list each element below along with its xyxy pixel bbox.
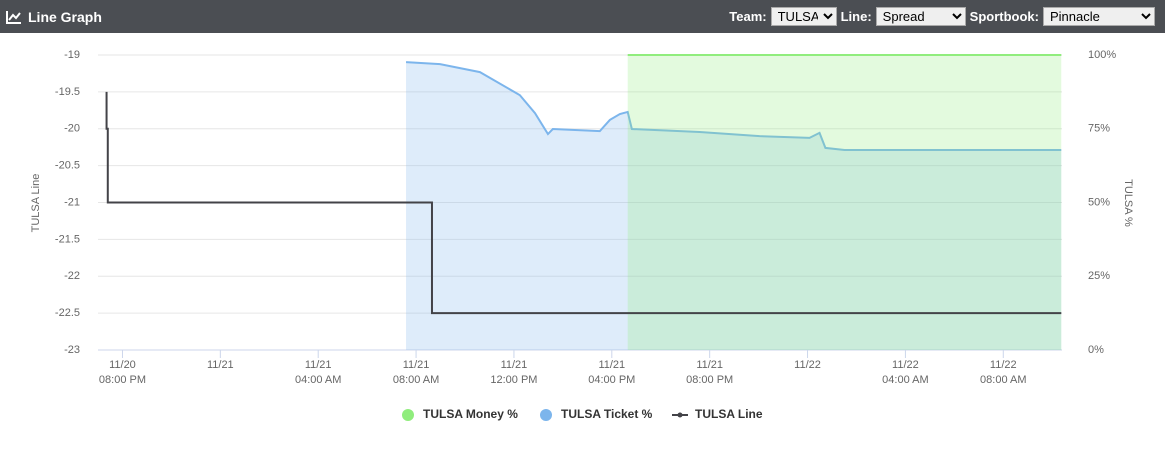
x-tick-label: 11/22 bbox=[892, 359, 919, 371]
x-tick-time: 08:00 PM bbox=[99, 374, 146, 386]
team-select[interactable]: TULSA bbox=[770, 7, 837, 26]
legend-label: TULSA Ticket % bbox=[561, 407, 653, 421]
y-tick-label: -19.5 bbox=[55, 86, 80, 98]
y2-tick-label: 50% bbox=[1088, 196, 1110, 208]
y2-axis-title: TULSA % bbox=[1122, 179, 1134, 227]
x-tick-label: 11/22 bbox=[794, 359, 821, 371]
y2-tick-label: 100% bbox=[1088, 49, 1116, 61]
y-tick-label: -19 bbox=[64, 49, 80, 61]
x-tick-time: 04:00 AM bbox=[882, 374, 928, 386]
legend-marker bbox=[540, 409, 552, 421]
y-tick-label: -21.5 bbox=[55, 233, 80, 245]
header: Line Graph Team: TULSA Line: Spread Spor… bbox=[0, 0, 1165, 33]
y-tick-label: -23 bbox=[64, 344, 80, 356]
legend-marker bbox=[677, 412, 683, 418]
controls: Team: TULSA Line: Spread Sportbook: Pinn… bbox=[729, 7, 1159, 26]
chart: TULSA Line TULSA % -23 -22.5 -22 -21.5 -21 -2… bbox=[30, 49, 1134, 421]
legend-label: TULSA Line bbox=[695, 407, 763, 421]
x-tick-time: 04:00 PM bbox=[588, 374, 635, 386]
x-tick-label: 11/22 bbox=[990, 359, 1017, 371]
header-title: Line Graph bbox=[28, 8, 102, 25]
area-line bbox=[405, 61, 1062, 151]
x-tick-label: 11/21 bbox=[696, 359, 723, 371]
y-tick-label: -22 bbox=[64, 270, 80, 282]
x-tick-label: 11/21 bbox=[501, 359, 528, 371]
x-tick-label: 11/21 bbox=[403, 359, 430, 371]
x-tick-time: 08:00 PM bbox=[686, 374, 733, 386]
x-tick-time: 12:00 PM bbox=[490, 374, 537, 386]
y-tick-label: -22.5 bbox=[55, 307, 80, 319]
area-fill bbox=[627, 55, 1062, 350]
sportbook-select[interactable]: Pinnacle bbox=[1043, 7, 1155, 26]
x-tick-label: 11/21 bbox=[207, 359, 234, 371]
x-tick-time: 08:00 AM bbox=[980, 374, 1026, 386]
y-tick-label: -21 bbox=[64, 196, 80, 208]
control-label: Team: bbox=[729, 9, 767, 24]
line bbox=[105, 91, 1062, 315]
x-tick-label: 11/20 bbox=[109, 359, 136, 371]
area-fill bbox=[406, 62, 1062, 350]
y-tick-label: -20.5 bbox=[55, 160, 80, 172]
control-label: Line: bbox=[840, 9, 872, 24]
legend-label: TULSA Money % bbox=[423, 407, 518, 421]
x-tick-label: 11/21 bbox=[305, 359, 332, 371]
x-tick-label: 11/21 bbox=[598, 359, 625, 371]
y-tick-label: -20 bbox=[64, 123, 80, 135]
x-tick-time: 04:00 AM bbox=[295, 374, 341, 386]
y2-tick-label: 0% bbox=[1088, 344, 1104, 356]
control-label: Sportbook: bbox=[969, 9, 1039, 24]
y2-tick-label: 25% bbox=[1088, 270, 1110, 282]
x-tick-time: 08:00 AM bbox=[393, 374, 439, 386]
y-axis-title: TULSA Line bbox=[30, 174, 42, 233]
y2-tick-label: 75% bbox=[1088, 123, 1110, 135]
line-select[interactable]: Spread bbox=[875, 7, 966, 26]
legend-marker bbox=[402, 409, 414, 421]
chart-icon bbox=[6, 10, 21, 24]
